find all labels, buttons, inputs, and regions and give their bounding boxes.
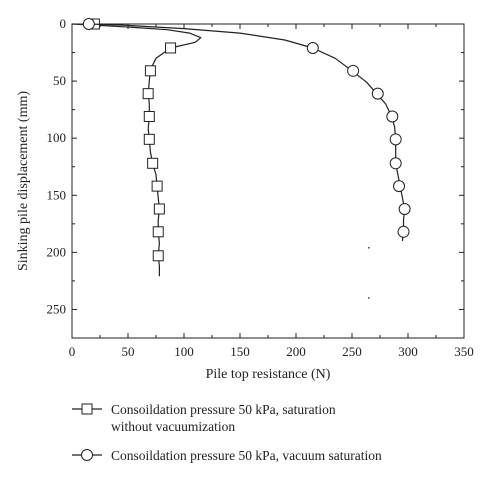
- square-marker: [165, 42, 177, 54]
- square-marker: [152, 250, 164, 262]
- series-layer: [71, 18, 411, 277]
- square-marker: [151, 180, 163, 192]
- square-marker: [143, 133, 155, 145]
- square-marker: [152, 226, 164, 238]
- x-tick-label: 300: [398, 344, 418, 359]
- circle-marker: [389, 157, 402, 170]
- square-marker: [144, 65, 156, 77]
- series-line: [71, 23, 202, 277]
- x-tick-label: 50: [122, 344, 135, 359]
- circle-marker: [386, 110, 399, 123]
- square-marker: [153, 203, 165, 215]
- stray-dot: [367, 297, 370, 299]
- circle-marker: [347, 64, 360, 77]
- x-axis-label: Pile top resistance (N): [206, 367, 331, 382]
- y-axis-label: Sinking pile displacement (mm): [16, 91, 31, 271]
- y-tick-label: 200: [47, 244, 67, 259]
- legend-item-2: Consoildation pressure 50 kPa, vacuum sa…: [72, 448, 382, 463]
- series-2: [82, 18, 411, 241]
- y-tick-label: 250: [47, 301, 67, 316]
- stray-marks: [367, 246, 370, 299]
- circle-marker: [393, 180, 406, 193]
- plot-frame: [71, 23, 465, 339]
- series-1: [71, 18, 202, 277]
- stray-dot: [367, 246, 370, 249]
- legend-square-marker: [81, 403, 93, 415]
- x-axis: 0 50 100 150 200 250 300 350: [69, 24, 474, 359]
- y-tick-label: 100: [47, 130, 67, 145]
- circle-marker: [306, 41, 319, 54]
- y-tick-label: 0: [60, 16, 67, 31]
- legend-circle-marker: [81, 449, 93, 461]
- y-tick-label: 150: [47, 187, 67, 202]
- square-marker: [143, 110, 155, 122]
- circle-marker: [389, 133, 402, 146]
- x-tick-label: 150: [230, 344, 250, 359]
- x-tick-label: 250: [342, 344, 362, 359]
- x-tick-label: 350: [454, 344, 474, 359]
- circle-marker: [371, 87, 384, 100]
- legend-label: Consoildation pressure 50 kPa, saturatio…: [111, 402, 336, 417]
- square-marker: [142, 88, 154, 100]
- x-tick-label: 200: [286, 344, 306, 359]
- circle-marker: [397, 225, 410, 238]
- legend-label: Consoildation pressure 50 kPa, vacuum sa…: [111, 448, 382, 463]
- x-tick-label: 100: [174, 344, 194, 359]
- y-axis: 0 50 100 150 200 250: [47, 16, 464, 316]
- y-tick-label: 50: [53, 73, 66, 88]
- circle-marker: [398, 202, 411, 215]
- legend-label: without vacuumization: [111, 419, 235, 434]
- circle-marker: [82, 18, 95, 30]
- legend-item-1: Consoildation pressure 50 kPa, saturatio…: [72, 402, 336, 434]
- x-tick-label: 0: [69, 344, 76, 359]
- legend: Consoildation pressure 50 kPa, saturatio…: [72, 402, 382, 463]
- square-marker: [147, 157, 159, 169]
- series-line: [88, 23, 406, 241]
